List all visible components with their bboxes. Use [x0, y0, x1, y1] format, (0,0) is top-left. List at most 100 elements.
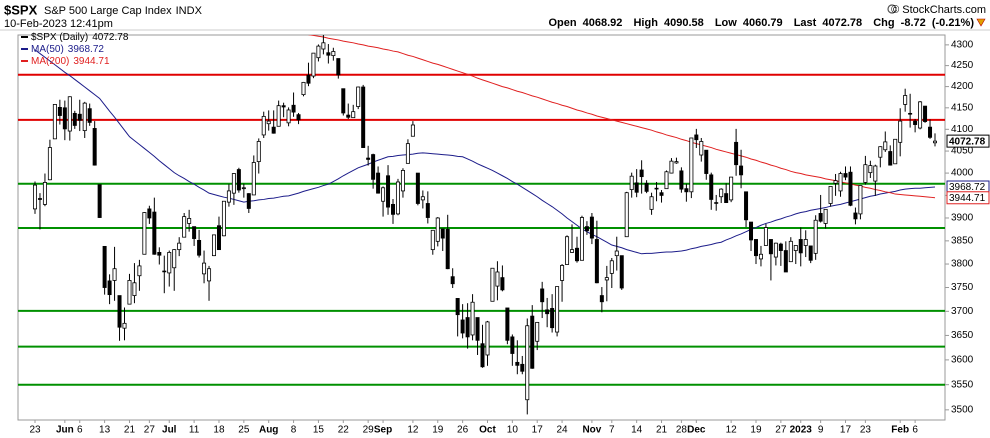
legend: $SPX (Daily) 4072.78 MA(50) 3968.72MA(200)…	[21, 32, 129, 67]
candle-body	[729, 176, 734, 201]
source: © StockCharts.com	[891, 4, 986, 16]
candle-body	[381, 187, 386, 202]
candle-body	[386, 175, 391, 208]
x-tick-label: Nov	[582, 425, 601, 436]
candle-body	[236, 169, 241, 191]
candle-body	[714, 202, 719, 204]
candle-body	[933, 140, 938, 144]
x-tick-label: 9	[818, 425, 824, 436]
candle-body	[351, 111, 356, 119]
candle-body	[679, 170, 684, 190]
candle-body	[878, 146, 883, 158]
candle-body	[82, 102, 87, 132]
x-tick-label: 19	[750, 425, 762, 436]
moving-average-line	[34, 49, 936, 255]
candle-body	[92, 128, 97, 166]
candle-body	[913, 120, 918, 125]
candle-body	[182, 216, 187, 238]
x-tick-label: 29	[363, 425, 375, 436]
candle-body	[858, 185, 863, 215]
candle-body	[485, 321, 490, 356]
down-arrow	[976, 18, 986, 27]
candle-body	[465, 317, 470, 338]
candle-body	[629, 175, 634, 190]
candle-body	[689, 137, 694, 193]
candle-body	[336, 58, 341, 76]
quote-label: Open	[548, 17, 576, 29]
candle-body	[152, 211, 157, 255]
candle-body	[565, 236, 570, 265]
candle-body	[356, 86, 361, 107]
candle-body	[97, 184, 102, 218]
x-tick-label: Jul	[162, 425, 177, 436]
candle-body	[395, 181, 400, 215]
candle-body	[639, 169, 644, 178]
candle-body	[808, 245, 813, 261]
x-tick-label: 22	[338, 425, 350, 436]
candle-body	[500, 277, 505, 291]
candle-body	[694, 134, 699, 141]
quote-label: Last	[794, 17, 817, 29]
moving-average-line	[308, 35, 936, 199]
candle-body	[604, 277, 609, 281]
x-tick-label: 17	[840, 425, 852, 436]
candle-body	[212, 234, 217, 257]
x-tick-label: Oct	[479, 425, 496, 436]
quote-value: 4090.58	[664, 17, 704, 29]
candle-body	[619, 255, 624, 289]
candle-body	[823, 208, 828, 224]
quote-label: Low	[715, 17, 737, 29]
last-value-box	[946, 191, 990, 205]
candle-body	[296, 114, 301, 121]
candle-body	[52, 104, 57, 140]
candle-body	[47, 147, 52, 181]
candle-body	[589, 216, 594, 239]
candle-body	[883, 141, 888, 151]
candle-body	[147, 208, 152, 219]
candle-body	[510, 336, 515, 354]
candle-body	[923, 105, 928, 122]
candle-body	[783, 250, 788, 273]
candle-body	[276, 105, 281, 127]
y-tick-label: 3650	[951, 330, 974, 341]
candle-body	[545, 309, 550, 315]
candle-body	[903, 95, 908, 105]
candle-body	[286, 109, 291, 124]
candle-body	[763, 227, 768, 246]
candle-body	[425, 203, 430, 218]
x-tick-label: 2023	[790, 425, 813, 436]
candle-body	[142, 212, 147, 255]
candle-body	[833, 180, 838, 184]
candle-body	[361, 86, 366, 148]
candle-body	[739, 165, 744, 176]
candle-body	[664, 171, 669, 190]
candle-body	[520, 363, 525, 372]
candle-body	[192, 226, 197, 239]
candle-body	[77, 113, 82, 121]
x-tick-label: 10	[507, 425, 519, 436]
candle-body	[574, 247, 579, 262]
candle-body	[838, 173, 843, 192]
candle-body	[495, 271, 500, 287]
x-tick-label: Aug	[259, 425, 278, 436]
candle-body	[455, 298, 460, 316]
candle-body	[535, 321, 540, 342]
candle-body	[62, 107, 67, 130]
y-tick-label: 3550	[951, 379, 974, 390]
candle-body	[391, 203, 396, 215]
candle-body	[132, 282, 137, 296]
candle-body	[371, 154, 376, 180]
candle-body	[366, 157, 371, 160]
y-tick-label: 3800	[951, 259, 974, 270]
candle-body	[758, 253, 763, 260]
quote-value: 4068.92	[583, 17, 623, 29]
candle-body	[400, 170, 405, 192]
legend-name: MA(200)	[31, 56, 69, 67]
x-tick-label: 26	[457, 425, 469, 436]
candle-body	[669, 160, 674, 174]
candle-body	[550, 308, 555, 329]
candle-body	[460, 319, 465, 334]
x-tick-label: Sep	[374, 425, 392, 436]
candle-body	[251, 162, 256, 196]
